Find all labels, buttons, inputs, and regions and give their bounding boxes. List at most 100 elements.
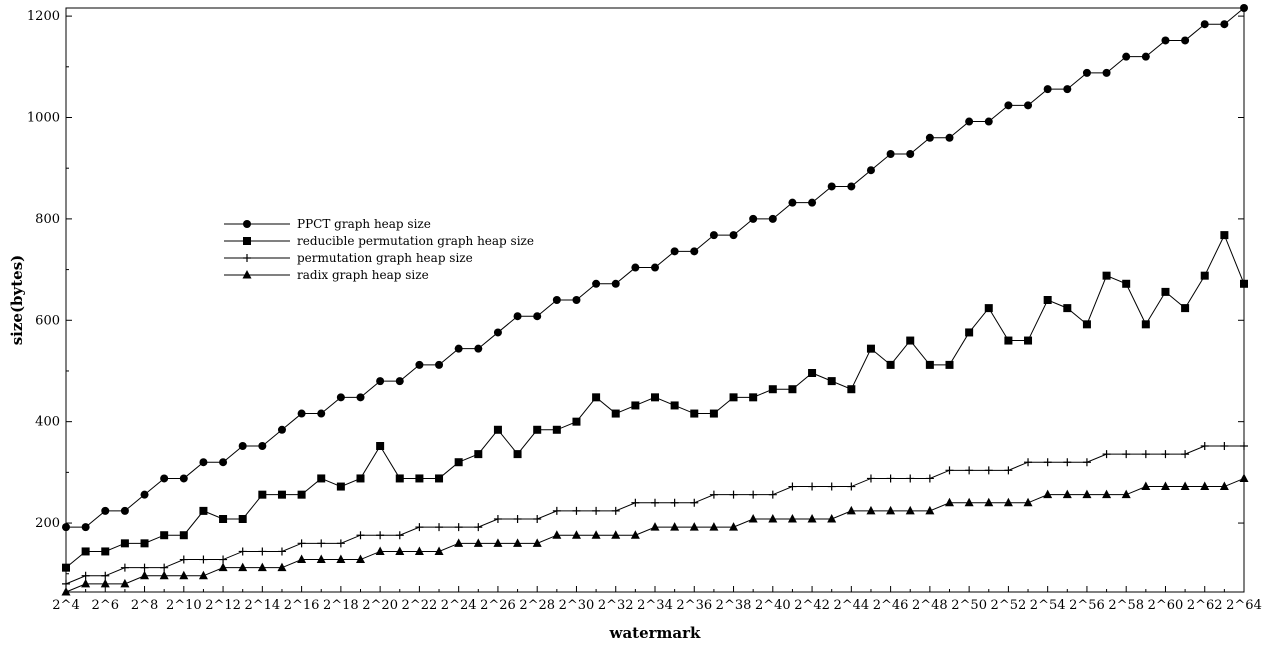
data-point-plus xyxy=(1141,450,1150,459)
series-1 xyxy=(62,4,1248,532)
y-tick-label: 1200 xyxy=(27,9,60,24)
data-point-square xyxy=(376,442,385,450)
data-point-triangle xyxy=(945,497,954,507)
data-point-plus xyxy=(160,563,169,572)
x-tick-label: 2^8 xyxy=(131,598,158,613)
data-point-triangle xyxy=(866,505,876,515)
data-point-plus xyxy=(474,523,483,532)
data-point-triangle xyxy=(787,514,797,523)
x-tick-label: 2^56 xyxy=(1069,598,1105,613)
data-point-triangle xyxy=(925,505,935,515)
data-point-circle xyxy=(651,263,659,272)
y-tick-label: 1000 xyxy=(27,111,60,126)
data-point-circle xyxy=(376,377,385,386)
data-point-square xyxy=(258,490,267,499)
data-point-plus xyxy=(729,490,738,499)
data-point-square xyxy=(631,401,640,410)
data-point-square xyxy=(1102,271,1111,280)
data-point-triangle xyxy=(532,538,542,547)
data-point-plus xyxy=(277,547,286,556)
data-point-plus xyxy=(258,547,267,556)
data-point-triangle xyxy=(179,570,189,580)
data-point-square xyxy=(866,344,875,353)
data-point-plus xyxy=(768,490,777,499)
data-point-plus xyxy=(631,498,640,507)
data-point-circle xyxy=(572,296,581,304)
data-point-plus xyxy=(317,539,326,548)
data-point-square xyxy=(1200,271,1209,280)
x-tick-label: 2^34 xyxy=(637,598,673,613)
legend-label: PPCT graph heap size xyxy=(297,217,431,231)
data-point-triangle xyxy=(1003,497,1013,507)
data-point-circle xyxy=(317,409,326,418)
data-point-triangle xyxy=(434,546,444,555)
data-point-square xyxy=(415,474,424,483)
data-point-circle xyxy=(1043,85,1052,94)
data-point-square xyxy=(317,474,326,483)
data-point-plus xyxy=(847,482,856,491)
data-point-circle xyxy=(513,312,522,321)
data-point-circle xyxy=(258,442,267,450)
data-point-square xyxy=(984,304,993,313)
data-point-square xyxy=(1220,231,1229,240)
data-point-square xyxy=(160,531,169,540)
data-point-triangle xyxy=(1023,497,1033,507)
x-tick-label: 2^54 xyxy=(1030,598,1066,613)
data-point-circle xyxy=(356,393,365,402)
data-point-plus xyxy=(1240,442,1248,450)
data-point-plus xyxy=(297,539,306,548)
data-point-plus xyxy=(611,506,620,515)
data-point-triangle xyxy=(729,522,739,531)
x-tick-label: 2^40 xyxy=(755,598,791,613)
data-point-triangle xyxy=(336,554,346,564)
data-point-plus xyxy=(592,506,601,515)
data-point-square xyxy=(62,563,70,572)
data-point-square xyxy=(81,547,90,556)
data-point-circle xyxy=(886,150,895,158)
data-point-plus xyxy=(513,515,522,523)
data-point-plus xyxy=(808,482,817,491)
y-tick-label: 200 xyxy=(35,516,60,531)
data-point-circle xyxy=(219,458,228,467)
x-tick-label: 2^58 xyxy=(1108,598,1144,613)
data-point-plus xyxy=(552,506,561,515)
data-point-circle xyxy=(1181,36,1190,45)
legend-marker xyxy=(242,270,252,279)
data-point-triangle xyxy=(316,554,326,564)
x-tick-label: 2^48 xyxy=(912,598,948,613)
data-point-square xyxy=(709,409,718,418)
data-point-triangle xyxy=(1062,489,1072,499)
data-point-circle xyxy=(277,425,286,434)
data-point-square xyxy=(1122,279,1131,288)
data-point-triangle xyxy=(984,497,994,507)
data-point-circle xyxy=(533,312,542,321)
data-point-plus xyxy=(709,490,718,499)
data-point-square xyxy=(925,360,934,369)
data-point-triangle xyxy=(1180,481,1190,491)
data-point-plus xyxy=(199,555,208,564)
data-point-triangle xyxy=(689,522,699,531)
data-point-circle xyxy=(81,523,90,532)
data-point-square xyxy=(651,393,659,402)
data-point-plus xyxy=(749,490,758,499)
data-point-square xyxy=(1181,304,1190,313)
data-point-triangle xyxy=(1219,481,1229,491)
legend-item: reducible permutation graph heap size xyxy=(224,234,534,248)
data-point-circle xyxy=(493,328,502,337)
x-axis: 2^4 2^6 2^8 2^10 2^12 2^14 2^16 2^18 2^20 2^22 2^2… xyxy=(52,586,1262,613)
x-tick-label: 2^16 xyxy=(284,598,320,613)
legend-label: reducible permutation graph heap size xyxy=(297,234,534,248)
data-point-triangle xyxy=(571,530,581,539)
data-point-square xyxy=(179,531,188,540)
legend-marker xyxy=(243,254,251,262)
x-tick-label: 2^46 xyxy=(873,598,909,613)
data-point-circle xyxy=(160,474,169,483)
data-point-triangle xyxy=(630,530,640,539)
data-point-square xyxy=(120,539,129,548)
x-tick-label: 2^36 xyxy=(676,598,712,613)
data-point-square xyxy=(906,336,915,345)
data-point-triangle xyxy=(1141,481,1151,491)
data-point-triangle xyxy=(61,587,71,596)
data-point-plus xyxy=(140,563,149,572)
series-2 xyxy=(62,231,1248,572)
